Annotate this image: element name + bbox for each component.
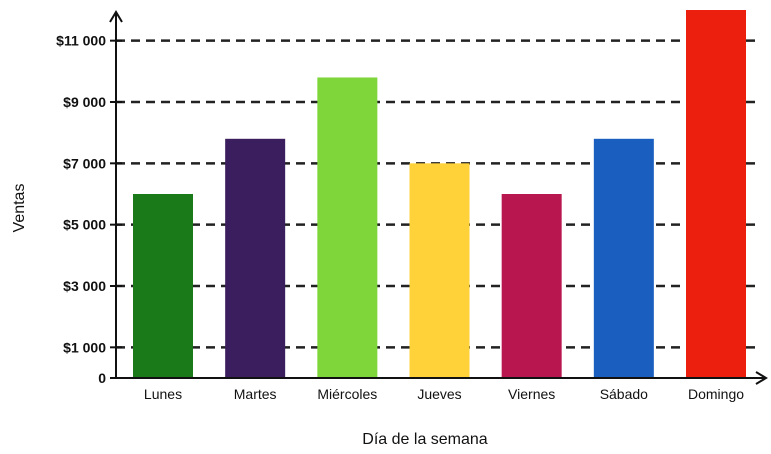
bar-domingo — [686, 10, 746, 378]
x-tick-label: Martes — [234, 386, 277, 402]
x-axis-title: Día de la semana — [362, 431, 488, 448]
x-tick-label: Miércoles — [317, 386, 377, 402]
x-tick-label: Domingo — [688, 386, 744, 402]
y-tick-label: $5 000 — [63, 217, 106, 233]
bar-miercoles — [317, 77, 378, 378]
bar-viernes — [501, 194, 562, 378]
axes — [109, 10, 768, 385]
y-tick-label: $7 000 — [63, 155, 106, 171]
y-axis-arrow — [109, 10, 123, 23]
bar-sabado — [593, 138, 654, 378]
bar-martes — [225, 138, 286, 378]
y-tick-label: $11 000 — [56, 33, 106, 49]
y-tick-label: 0 — [98, 370, 106, 386]
bar-lunes — [133, 194, 193, 378]
x-tick-labels: Lunes Martes Miércoles Jueves Viernes Sábado D… — [144, 386, 744, 402]
bar-jueves — [409, 163, 470, 378]
x-tick-label: Sábado — [600, 386, 648, 402]
y-tick-label: $9 000 — [63, 94, 106, 110]
x-tick-label: Jueves — [417, 386, 461, 402]
x-axis-arrow — [755, 371, 768, 385]
bars — [133, 10, 746, 378]
y-axis-title: Ventas — [11, 184, 28, 233]
x-tick-label: Lunes — [144, 386, 182, 402]
y-ticks: 0 $1 000 $3 000 $5 000 $7 000 $9 000 $11 000 — [56, 33, 122, 386]
x-tick-label: Viernes — [508, 386, 555, 402]
y-tick-label: $1 000 — [63, 339, 106, 355]
y-tick-label: $3 000 — [63, 278, 106, 294]
